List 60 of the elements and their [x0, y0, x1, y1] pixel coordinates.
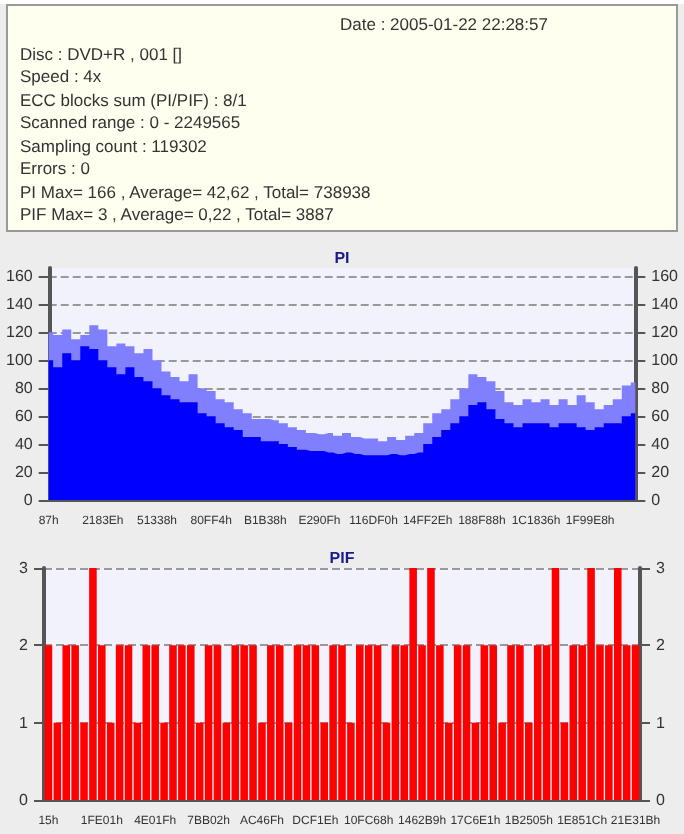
y-tick-label: 1: [19, 713, 30, 732]
y-tick-label: 60: [14, 407, 34, 426]
y-tick-label: 160: [5, 267, 34, 286]
bar: [391, 645, 400, 800]
y-tick-label: 40: [14, 435, 34, 454]
bar: [462, 645, 471, 800]
text: Speed : 4x: [20, 66, 104, 89]
y2-tick-label: 100: [651, 351, 680, 370]
y2-tick-label: 120: [651, 323, 680, 342]
text: ECC blocks sum (PI/PIF) : 8/1: [20, 89, 249, 112]
y2-tick-label: 80: [651, 379, 671, 398]
y-tick-label: 100: [5, 351, 34, 370]
text: Disc : DVD+R , 001 []: [20, 43, 185, 66]
text: Date : 2005-01-22 22:28:57: [338, 14, 550, 37]
y2-tick-label: 160: [651, 267, 680, 286]
bar: [569, 645, 578, 800]
y-tick-label: 80: [14, 379, 34, 398]
chart-title: PI: [334, 249, 350, 267]
bar: [124, 645, 133, 800]
bar: [293, 645, 302, 800]
bar: [44, 645, 53, 800]
bar: [613, 568, 622, 800]
chart-title: PIF: [329, 549, 355, 567]
bar: [231, 645, 240, 800]
bar: [480, 645, 489, 800]
bar: [62, 645, 71, 800]
y2-tick-label: 3: [656, 559, 666, 577]
y-tick-label: 3: [19, 559, 30, 577]
bar: [311, 645, 320, 800]
y-tick-label: 120: [5, 323, 34, 342]
bar: [302, 645, 311, 800]
bar: [213, 645, 222, 800]
bar: [551, 568, 560, 800]
bar: [453, 645, 462, 800]
text: Scanned range : 0 - 2249565: [20, 112, 243, 135]
bar: [275, 645, 284, 800]
text: Errors : 0: [20, 158, 92, 181]
y2-tick-label: 0: [651, 491, 662, 509]
bar: [142, 645, 151, 800]
y2-tick-label: 140: [651, 295, 680, 314]
bar: [631, 645, 640, 800]
y2-tick-label: 1: [656, 713, 666, 732]
bar: [373, 645, 382, 800]
y-tick-label: 0: [23, 491, 34, 509]
y-tick-label: 0: [19, 791, 30, 809]
bar: [364, 645, 373, 800]
y-tick-label: 2: [19, 636, 30, 655]
text: Sampling count : 119302: [20, 135, 209, 158]
y2-tick-label: 40: [651, 435, 671, 454]
y-tick-label: 20: [14, 463, 34, 482]
y2-tick-label: 0: [656, 791, 666, 809]
bar: [204, 645, 213, 800]
y2-tick-label: 20: [651, 463, 671, 482]
y2-tick-label: 60: [651, 407, 671, 426]
y2-tick-label: 2: [656, 636, 666, 655]
text: PIF Max= 3 , Average= 0,22 , Total= 3887: [20, 204, 336, 227]
text: PI Max= 166 , Average= 42,62 , Total= 738938: [20, 181, 373, 204]
bar: [533, 645, 542, 800]
bar: [115, 645, 124, 800]
y-tick-label: 140: [5, 295, 34, 314]
